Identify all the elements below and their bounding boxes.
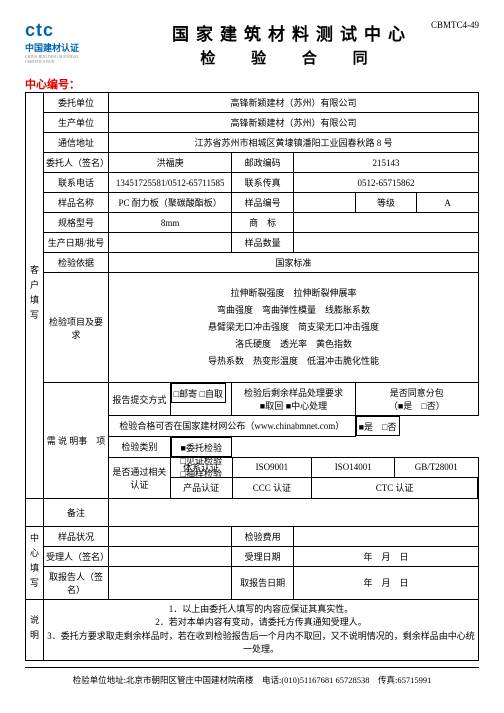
brand-lbl: 商 标 (232, 213, 294, 233)
contact-lbl: 委托人（签名） (44, 153, 109, 173)
grade-val: A (417, 193, 479, 213)
web-opts[interactable]: ■是 □否 (356, 416, 400, 436)
status-val (109, 526, 232, 546)
recv-date-val: 年 月 日 (293, 546, 478, 566)
remark-side (26, 498, 44, 526)
grade-lbl: 等级 (355, 193, 417, 213)
fax-lbl: 联系传真 (232, 173, 294, 193)
side-center: 中心填写 (26, 526, 44, 599)
need-lbl: 需 说 明事 项 (44, 383, 109, 499)
report-mode-lbl: 报告提交方式 (109, 383, 171, 416)
remark-val (109, 498, 479, 526)
items-lbl: 检验项目及要求 (44, 273, 109, 383)
phone-val: 13451725581/0512-65711585 (109, 173, 232, 193)
client-val: 高锋新颖建材（苏州）有限公司 (109, 93, 479, 113)
client-lbl: 委托单位 (44, 93, 109, 113)
batch-val (109, 233, 232, 253)
fax-val: 0512-65715862 (293, 173, 478, 193)
qty-val (293, 233, 478, 253)
test-type-opts[interactable]: ■委托检验 □见证检验 □抽样检验 (171, 437, 232, 457)
cert-lbl: 是否通过相关认证 (109, 457, 171, 498)
report-date-lbl: 取报告日期 (232, 566, 294, 599)
logo-text: ctc (25, 20, 105, 41)
logo-tiny: CHINA BUILDING MATERIAL CERTIFICATION (25, 54, 105, 64)
web-text: 检验合格可否在国家建材网公布（www.chinabmnet.com） (109, 416, 356, 437)
sample-no-val (293, 193, 355, 213)
sample-lbl: 样品名称 (44, 193, 109, 213)
footer-divider (25, 667, 479, 668)
footer: 检验单位地址:北京市朝阳区管庄中国建材院南楼 电话:(010)51167681 … (25, 674, 479, 686)
title-line1: 国家建筑材料测试中心 (105, 20, 479, 45)
leftover-lbl: 检验后剩余样品处理要求 ■取回 ■中心处理 (232, 383, 355, 416)
doc-number: CBMTC4-49 (431, 20, 479, 30)
qty-lbl: 样品数量 (232, 233, 294, 253)
reporter-lbl: 取报告人（签名） (44, 566, 109, 599)
status-lbl: 样品状况 (44, 526, 109, 546)
fee-val (293, 526, 478, 546)
sample-no-lbl: 样品编号 (232, 193, 294, 213)
contact-val: 洪福庚 (109, 153, 232, 173)
zip-val: 215143 (293, 153, 478, 173)
brand-val (293, 213, 478, 233)
batch-lbl: 生产日期/批号 (44, 233, 109, 253)
fee-lbl: 检验费用 (232, 526, 294, 546)
logo-sub: 中国建材认证 (25, 41, 105, 54)
basis-lbl: 检验依据 (44, 253, 109, 273)
producer-val: 高锋新颖建材（苏州）有限公司 (109, 113, 479, 133)
center-number-label: 中心编号： (25, 76, 479, 92)
main-table: 客户填写 委托单位 高锋新颖建材（苏州）有限公司 生产单位 高锋新颖建材（苏州）… (25, 92, 479, 661)
phone-lbl: 联系电话 (44, 173, 109, 193)
notes-cell: 1．以上由委托人填写的内容应保证其真实性。 2．若对本单内容有变动，请委托方传真… (44, 599, 479, 660)
addr-val: 江苏省苏州市相城区黄埭镇潘阳工业园春秋路 8 号 (109, 133, 479, 153)
basis-val: 国家标准 (109, 253, 479, 273)
title-line2: 检 验 合 同 (105, 47, 479, 68)
receiver-lbl: 受理人（签名） (44, 546, 109, 566)
agree-lbl: 是否同意分包 （■是 □否） (355, 383, 478, 416)
side-note: 说明 (26, 599, 44, 660)
report-date-val: 年 月 日 (293, 566, 478, 599)
reporter-val (109, 566, 232, 599)
zip-lbl: 邮政编码 (232, 153, 294, 173)
sample-val: PC 耐力板（聚碳酸酯板） (109, 193, 232, 213)
side-customer: 客户填写 (26, 93, 44, 499)
logo: ctc 中国建材认证 CHINA BUILDING MATERIAL CERTI… (25, 20, 105, 64)
spec-lbl: 规格型号 (44, 213, 109, 233)
title: 国家建筑材料测试中心 检 验 合 同 (105, 20, 479, 68)
addr-lbl: 通信地址 (44, 133, 109, 153)
spec-val: 8mm (109, 213, 232, 233)
test-type-lbl: 检验类别 (109, 436, 171, 457)
receiver-val (109, 546, 232, 566)
items-val: 拉伸断裂强度 拉伸断裂伸展率 弯曲强度 弯曲弹性模量 线膨胀系数 悬臂梁无口冲击… (109, 273, 479, 383)
remark-lbl: 备注 (44, 498, 109, 526)
report-mode-opts[interactable]: □邮寄 □自取 (171, 383, 226, 403)
recv-date-lbl: 受理日期 (232, 546, 294, 566)
producer-lbl: 生产单位 (44, 113, 109, 133)
